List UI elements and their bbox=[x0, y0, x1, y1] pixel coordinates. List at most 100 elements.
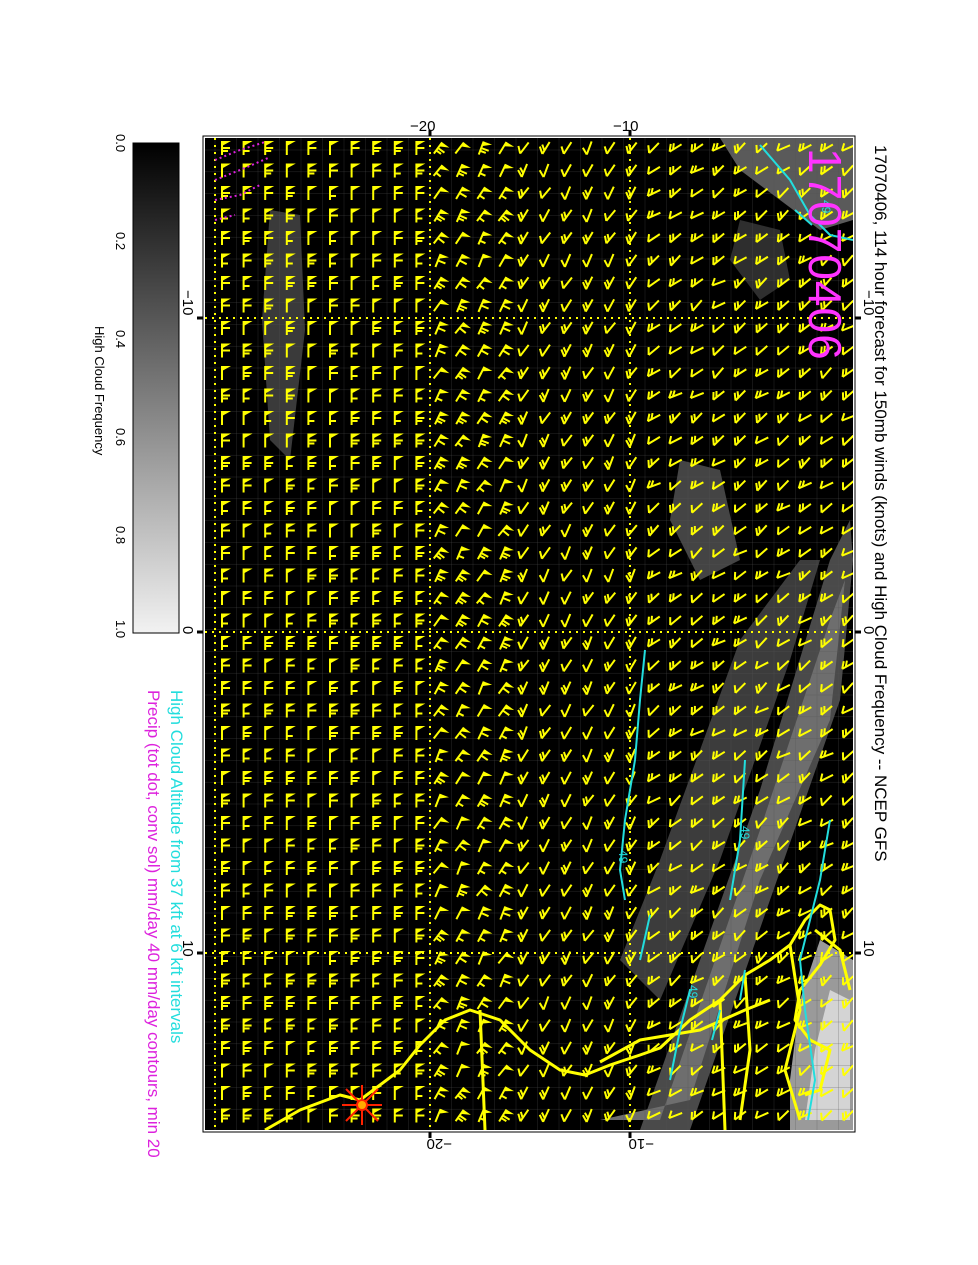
wind-barb bbox=[415, 1063, 426, 1078]
bottom-tick-label: −10 bbox=[628, 1135, 654, 1152]
wind-barb bbox=[350, 478, 361, 493]
wind-barb bbox=[307, 838, 318, 853]
wind-barb bbox=[517, 456, 530, 470]
wind-barb bbox=[350, 613, 361, 628]
wind-barb bbox=[538, 208, 551, 223]
wind-barb bbox=[582, 501, 595, 515]
wind-barb bbox=[264, 1018, 275, 1033]
wind-barb bbox=[517, 186, 530, 200]
wind-barb bbox=[221, 546, 231, 560]
wind-barb bbox=[221, 816, 231, 830]
wind-barb bbox=[582, 1108, 593, 1123]
wind-barb bbox=[415, 748, 426, 763]
wind-barb bbox=[560, 906, 572, 920]
wind-barb bbox=[329, 973, 339, 988]
wind-barb bbox=[264, 366, 275, 380]
wind-barb bbox=[456, 1041, 471, 1055]
wind-barb bbox=[242, 658, 253, 673]
wind-barb bbox=[372, 186, 383, 200]
wind-barb bbox=[499, 928, 514, 943]
wind-barb bbox=[372, 568, 383, 583]
wind-barb bbox=[329, 231, 339, 245]
wind-barb bbox=[372, 366, 383, 380]
wind-barb bbox=[476, 861, 493, 875]
wind-barb bbox=[517, 478, 528, 493]
wind-barb bbox=[350, 388, 361, 403]
left-tick-label: 0 bbox=[179, 626, 196, 635]
wind-barb bbox=[393, 658, 404, 673]
wind-barb bbox=[393, 726, 404, 740]
wind-barb bbox=[454, 749, 471, 763]
wind-barb bbox=[499, 546, 514, 560]
wind-barb bbox=[372, 478, 383, 493]
wind-barb bbox=[285, 523, 296, 538]
wind-barb bbox=[582, 861, 595, 875]
wind-barb bbox=[455, 208, 471, 223]
wind-barb bbox=[582, 1086, 594, 1100]
wind-barb bbox=[221, 1108, 231, 1123]
wind-barb bbox=[221, 343, 231, 358]
wind-barb bbox=[307, 186, 318, 200]
wind-barb bbox=[538, 816, 551, 830]
wind-barb bbox=[434, 343, 449, 358]
wind-barb bbox=[393, 771, 404, 785]
wind-barb bbox=[350, 681, 361, 695]
wind-barb bbox=[329, 681, 339, 695]
wind-barb bbox=[497, 366, 515, 380]
wind-barb bbox=[221, 928, 231, 943]
wind-barb bbox=[517, 659, 530, 672]
wind-barb bbox=[329, 366, 339, 380]
wind-barb bbox=[477, 613, 493, 628]
wind-barb bbox=[393, 1041, 404, 1055]
wind-barb bbox=[499, 321, 514, 335]
wind-barb bbox=[221, 433, 231, 448]
wind-barb bbox=[372, 388, 383, 403]
wind-barb bbox=[476, 569, 493, 582]
wind-barb bbox=[499, 906, 514, 920]
wind-barb bbox=[538, 388, 550, 403]
wind-barb bbox=[285, 568, 296, 583]
wind-barb bbox=[434, 883, 450, 898]
wind-barb bbox=[221, 658, 231, 673]
wind-barb bbox=[498, 861, 515, 875]
wind-barb bbox=[264, 186, 275, 200]
wind-barb bbox=[242, 208, 253, 223]
wind-barb bbox=[560, 929, 573, 942]
wind-barb bbox=[372, 681, 383, 695]
wind-barb bbox=[415, 703, 426, 718]
wind-barb bbox=[517, 1064, 530, 1077]
wind-barb bbox=[264, 681, 275, 695]
wind-barb bbox=[307, 568, 318, 583]
wind-barb bbox=[454, 591, 471, 605]
wind-barb bbox=[329, 928, 339, 943]
wind-barb bbox=[432, 231, 450, 245]
wind-barb bbox=[560, 771, 572, 785]
wind-barb bbox=[454, 1086, 472, 1100]
wind-barb bbox=[560, 141, 573, 155]
wind-barb bbox=[372, 163, 383, 178]
wind-barb bbox=[415, 546, 426, 560]
wind-barb bbox=[538, 1108, 550, 1123]
wind-barb bbox=[433, 141, 450, 155]
wind-barb bbox=[538, 456, 551, 470]
wind-barb bbox=[476, 276, 493, 290]
wind-barb bbox=[454, 524, 471, 537]
wind-barb bbox=[350, 906, 361, 920]
wind-barb bbox=[285, 411, 296, 425]
wind-barb bbox=[393, 523, 404, 538]
wind-barb bbox=[329, 838, 339, 853]
wind-barb bbox=[264, 816, 275, 830]
wind-barb bbox=[582, 253, 593, 268]
wind-barb bbox=[221, 231, 231, 245]
wind-barb bbox=[372, 276, 383, 290]
wind-barb bbox=[477, 231, 493, 245]
wind-barb bbox=[560, 186, 572, 200]
wind-barb bbox=[242, 253, 253, 268]
wind-barb bbox=[329, 321, 339, 335]
wind-barb bbox=[329, 568, 339, 583]
wind-barb bbox=[393, 681, 404, 695]
wind-barb bbox=[307, 928, 318, 943]
wind-barb bbox=[432, 929, 450, 943]
wind-barb bbox=[476, 974, 493, 988]
wind-barb bbox=[285, 793, 296, 808]
